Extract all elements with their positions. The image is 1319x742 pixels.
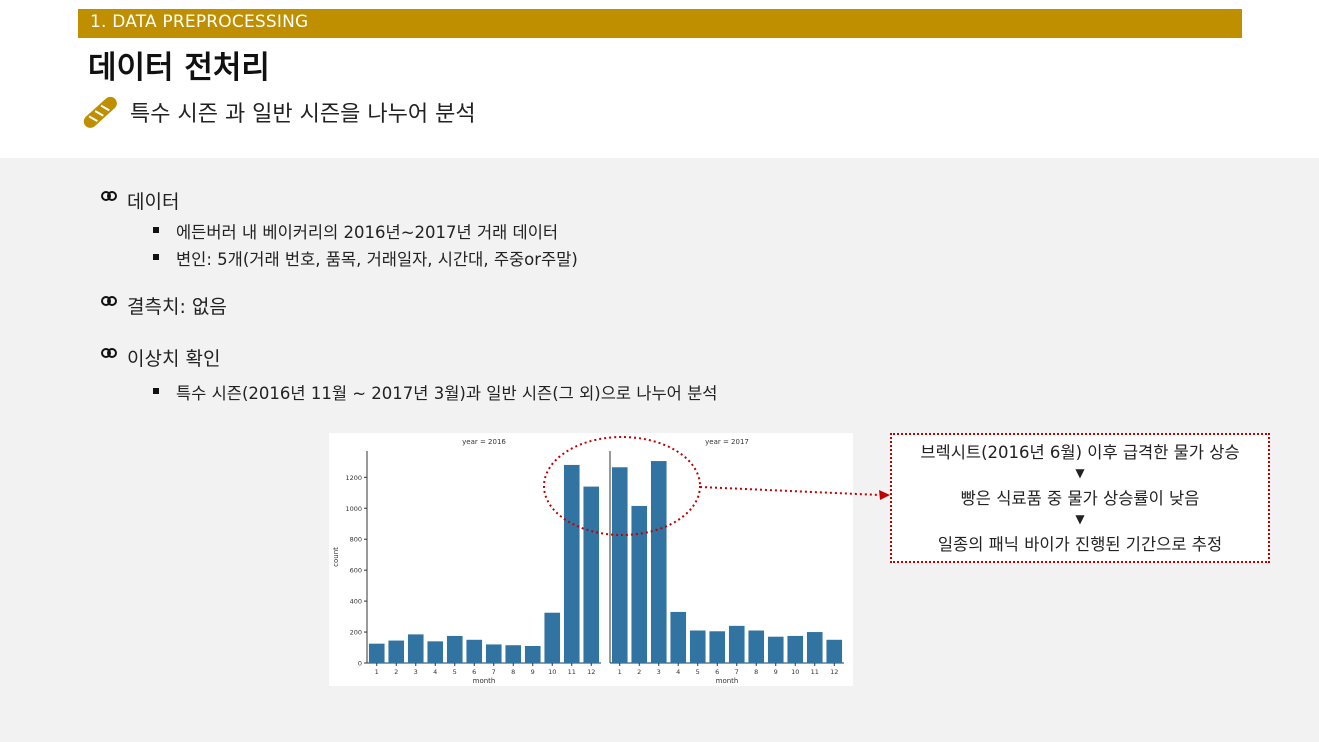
x-tick-label: 1 <box>375 668 379 676</box>
x-tick-label: 4 <box>433 668 437 676</box>
bar <box>583 486 600 663</box>
callout-line-3: 일종의 패닉 바이가 진행된 기간으로 추정 <box>937 535 1223 554</box>
bar <box>388 640 405 663</box>
y-tick-label: 400 <box>350 598 362 606</box>
x-tick-label: 7 <box>492 668 496 676</box>
x-tick-label: 12 <box>830 668 838 676</box>
bar <box>427 641 444 663</box>
sub-bullet: 변인: 5개(거래 번호, 품목, 거래일자, 시간대, 주중or주말) <box>153 246 578 270</box>
bar <box>650 461 667 663</box>
y-axis-label: count <box>332 547 340 567</box>
page-title: 데이터 전처리 <box>88 50 270 86</box>
bar <box>446 635 463 663</box>
x-tick-label: 2 <box>637 668 641 676</box>
y-tick-label: 200 <box>350 629 362 637</box>
bar <box>767 636 784 663</box>
x-axis-label: month <box>473 677 496 685</box>
callout-box: 브렉시트(2016년 6월) 이후 급격한 물가 상승 ▼ 빵은 식료품 중 물… <box>890 433 1270 563</box>
callout-line-1: 브렉시트(2016년 6월) 이후 급격한 물가 상승 <box>920 443 1240 462</box>
x-tick-label: 4 <box>676 668 680 676</box>
bread-icon <box>83 96 117 128</box>
bullet-label: 결측치: 없음 <box>127 296 227 318</box>
bar <box>505 645 522 663</box>
bar <box>709 631 726 663</box>
x-tick-label: 3 <box>657 668 661 676</box>
bar <box>466 639 483 663</box>
bullet-outlier: 이상치 확인 <box>101 344 221 371</box>
sub-bullet: 특수 시즌(2016년 11월 ~ 2017년 3월)과 일반 시즌(그 외)으… <box>152 380 717 404</box>
x-axis-label: month <box>716 677 739 685</box>
x-tick-label: 1 <box>618 668 622 676</box>
y-tick-label: 1000 <box>345 505 362 513</box>
x-tick-label: 10 <box>791 668 799 676</box>
bar <box>631 505 648 663</box>
bullet-data: 데이터 <box>101 187 180 214</box>
x-tick-label: 6 <box>715 668 719 676</box>
monthly-count-chart: year = 2016 0 200 400 600 800 1000 1200 1 2 3 4 5 6 7 8… <box>329 433 853 686</box>
x-tick-label: 3 <box>414 668 418 676</box>
bar <box>806 632 823 663</box>
bar <box>563 464 580 663</box>
bar <box>670 611 687 663</box>
x-tick-label: 9 <box>774 668 778 676</box>
y-tick-label: 0 <box>358 660 362 668</box>
bullet-missing: 결측치: 없음 <box>101 292 227 319</box>
x-tick-label: 11 <box>568 668 576 676</box>
x-tick-label: 10 <box>548 668 556 676</box>
subtitle: 특수 시즌 과 일반 시즌을 나누어 분석 <box>130 102 476 127</box>
bullet-label: 데이터 <box>127 191 180 213</box>
section-label: 1. DATA PREPROCESSING <box>90 12 309 32</box>
x-tick-label: 5 <box>696 668 700 676</box>
bar <box>748 630 765 663</box>
x-tick-label: 6 <box>472 668 476 676</box>
y-tick-label: 800 <box>350 536 362 544</box>
down-arrow-icon: ▼ <box>1075 512 1085 526</box>
x-tick-label: 8 <box>754 668 758 676</box>
bar <box>728 625 745 663</box>
x-tick-label: 7 <box>735 668 739 676</box>
y-tick-label: 600 <box>350 567 362 575</box>
chart-panel-title: year = 2017 <box>705 438 749 446</box>
x-tick-label: 8 <box>511 668 515 676</box>
x-tick-label: 12 <box>587 668 595 676</box>
bullet-label: 이상치 확인 <box>127 348 221 370</box>
y-tick-label: 1200 <box>345 474 362 482</box>
callout-line-2: 빵은 식료품 중 물가 상승률이 낮음 <box>960 489 1200 508</box>
bar <box>485 644 502 663</box>
x-tick-label: 11 <box>811 668 819 676</box>
x-tick-label: 2 <box>394 668 398 676</box>
sub-bullet: 에든버러 내 베이커리의 2016년~2017년 거래 데이터 <box>152 219 558 243</box>
bar <box>407 634 424 663</box>
down-arrow-icon: ▼ <box>1075 466 1085 480</box>
pretzel-icon <box>101 348 117 358</box>
x-tick-label: 9 <box>531 668 535 676</box>
bar <box>611 467 628 663</box>
x-tick-label: 5 <box>453 668 457 676</box>
bar <box>787 635 804 663</box>
pretzel-icon <box>101 191 117 201</box>
chart-panel-title: year = 2016 <box>462 438 506 446</box>
bar <box>544 612 561 663</box>
bar <box>368 643 385 663</box>
bar <box>689 630 706 663</box>
bar <box>524 645 541 663</box>
bar <box>826 639 843 663</box>
section-header-bar: 1. DATA PREPROCESSING <box>78 9 1242 38</box>
pretzel-icon <box>101 296 117 306</box>
